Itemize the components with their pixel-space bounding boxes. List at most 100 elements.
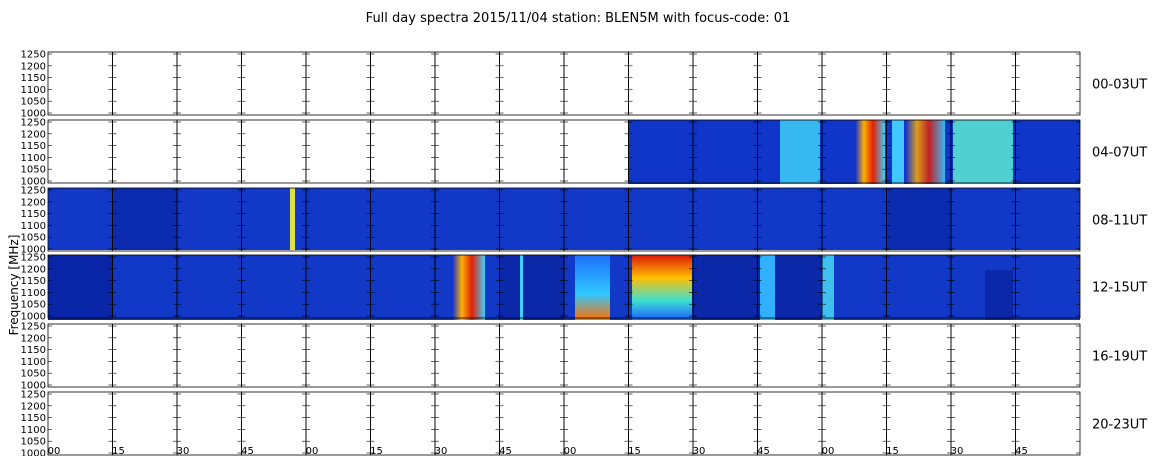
spectrum	[499, 255, 564, 320]
y-tick-label: 1050	[21, 300, 46, 311]
y-tick-label: 1000	[21, 312, 46, 323]
y-tick-label: 1000	[21, 245, 46, 256]
y-tick-label: 1150	[21, 345, 46, 356]
y-tick-label: 1150	[21, 413, 46, 424]
panel	[1015, 119, 1081, 184]
x-tick-label: 45	[757, 446, 770, 456]
y-tick-label: 1250	[21, 322, 46, 333]
spectrum	[892, 120, 904, 184]
panel	[176, 119, 242, 184]
x-tick-label: 00	[822, 446, 835, 456]
y-tick-label: 1150	[21, 209, 46, 220]
row-label: 12-15UT	[1092, 281, 1147, 296]
x-tick-label: 15	[886, 446, 899, 456]
spectrum	[112, 188, 177, 250]
panel	[563, 119, 629, 184]
panel	[499, 51, 565, 116]
panel	[176, 323, 242, 388]
panels: 00-03UT10001050110011501200125004-07UT10…	[21, 50, 1148, 460]
panel	[563, 51, 629, 116]
panel	[112, 323, 178, 388]
panel	[821, 323, 887, 388]
y-tick-label: 1150	[21, 73, 46, 84]
y-tick-label: 1100	[21, 425, 46, 436]
y-tick-label: 1050	[21, 165, 46, 176]
y-tick-label: 1250	[21, 50, 46, 61]
y-tick-label: 1100	[21, 288, 46, 299]
panel	[757, 323, 823, 388]
spectrum	[855, 120, 885, 184]
y-axis-label: Frequency [MHz]	[7, 235, 21, 336]
panel	[112, 51, 178, 116]
y-tick-label: 1200	[21, 197, 46, 208]
y-tick-label: 1250	[21, 253, 46, 264]
title: Full day spectra 2015/11/04 station: BLE…	[366, 11, 791, 26]
panel	[950, 51, 1016, 116]
y-tick-label: 1100	[21, 221, 46, 232]
row-label: 00-03UT	[1092, 78, 1147, 93]
spectrum	[780, 120, 820, 184]
y-tick-label: 1050	[21, 437, 46, 448]
x-tick-label: 30	[951, 446, 964, 456]
y-tick-label: 1000	[21, 109, 46, 120]
spectrum	[822, 255, 834, 320]
spectrum	[886, 188, 951, 250]
panel	[47, 51, 113, 116]
panel	[886, 51, 952, 116]
spectrum	[48, 255, 113, 320]
spectrum	[693, 255, 821, 320]
y-tick-label: 1000	[21, 449, 46, 457]
spectrum	[985, 270, 1013, 320]
panel	[757, 51, 823, 116]
row-label: 20-23UT	[1092, 418, 1147, 433]
panel	[434, 323, 500, 388]
y-tick-label: 1050	[21, 369, 46, 380]
x-tick-label: 45	[241, 446, 254, 456]
y-tick-label: 1200	[21, 333, 46, 344]
y-tick-label: 1200	[21, 264, 46, 275]
x-tick-label: 00	[306, 446, 319, 456]
row-label: 16-19UT	[1092, 350, 1147, 365]
y-tick-label: 1250	[21, 390, 46, 401]
panel	[305, 51, 371, 116]
panel	[241, 323, 307, 388]
y-tick-label: 1100	[21, 85, 46, 96]
panel	[370, 323, 436, 388]
spectrum	[290, 188, 295, 250]
panel	[370, 51, 436, 116]
x-tick-label: 45	[499, 446, 512, 456]
panel	[692, 323, 758, 388]
panel	[47, 323, 113, 388]
x-tick-label: 15	[628, 446, 641, 456]
panel	[1015, 254, 1081, 319]
panel	[628, 323, 694, 388]
panel	[692, 51, 758, 116]
x-tick-label: 00	[48, 446, 61, 456]
panel	[305, 119, 371, 184]
spectrum	[520, 255, 523, 320]
y-tick-label: 1150	[21, 276, 46, 287]
y-tick-label: 1250	[21, 118, 46, 129]
panel	[821, 51, 887, 116]
panel	[305, 323, 371, 388]
y-tick-label: 1250	[21, 186, 46, 197]
y-tick-label: 1050	[21, 233, 46, 244]
panel	[370, 119, 436, 184]
panel	[434, 119, 500, 184]
y-tick-label: 1000	[21, 177, 46, 188]
x-tick-label: 00	[564, 446, 577, 456]
y-tick-label: 1200	[21, 61, 46, 72]
x-tick-label: 30	[177, 446, 190, 456]
x-tick-label: 30	[435, 446, 448, 456]
y-tick-label: 1150	[21, 141, 46, 152]
panel	[1015, 51, 1081, 116]
y-tick-label: 1000	[21, 381, 46, 392]
panel	[1015, 391, 1081, 456]
panel	[886, 323, 952, 388]
spectrum	[905, 120, 945, 184]
panel	[499, 119, 565, 184]
panel	[499, 323, 565, 388]
spectrum	[575, 255, 610, 320]
x-tick-label: 15	[370, 446, 383, 456]
